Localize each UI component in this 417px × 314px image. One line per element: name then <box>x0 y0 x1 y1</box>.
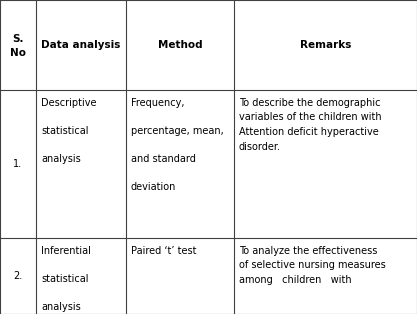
Text: among   children   with: among children with <box>239 275 352 285</box>
Text: Data analysis: Data analysis <box>41 40 121 50</box>
Text: disorder.: disorder. <box>239 142 281 151</box>
Text: Remarks: Remarks <box>300 40 351 50</box>
Text: S.: S. <box>12 34 24 44</box>
Text: Attention deficit hyperactive: Attention deficit hyperactive <box>239 127 379 137</box>
Text: Inferential

statistical

analysis: Inferential statistical analysis <box>41 246 91 312</box>
Text: of selective nursing measures: of selective nursing measures <box>239 261 386 270</box>
Text: Frequency,

percentage, mean,

and standard

deviation: Frequency, percentage, mean, and standar… <box>131 98 224 192</box>
Text: To describe the demographic: To describe the demographic <box>239 98 380 108</box>
Text: 1.: 1. <box>13 159 23 169</box>
Text: To analyze the effectiveness: To analyze the effectiveness <box>239 246 377 256</box>
Text: Descriptive

statistical

analysis: Descriptive statistical analysis <box>41 98 96 164</box>
Text: No: No <box>10 48 26 58</box>
Text: Method: Method <box>158 40 202 50</box>
Text: Paired ‘t’ test: Paired ‘t’ test <box>131 246 196 256</box>
Text: 2.: 2. <box>13 271 23 281</box>
Text: variables of the children with: variables of the children with <box>239 112 382 122</box>
